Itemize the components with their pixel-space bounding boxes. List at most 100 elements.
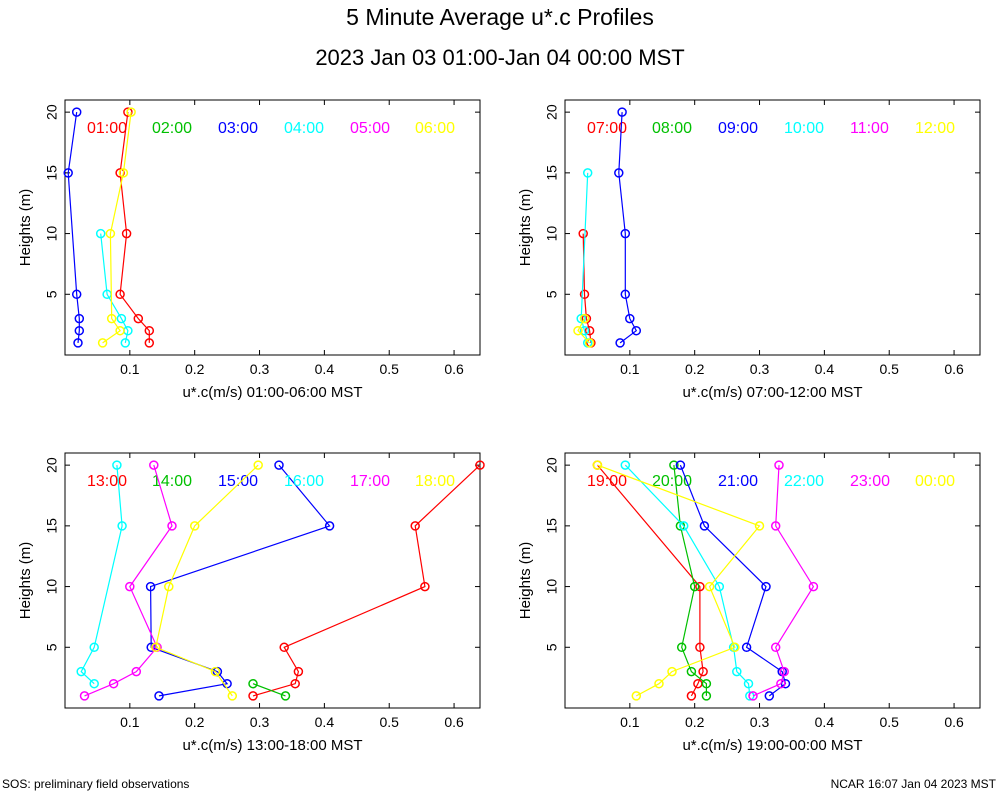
y-tick-label: 5	[544, 643, 560, 651]
y-tick-label: 5	[44, 290, 60, 298]
data-point	[654, 678, 664, 689]
plot-panel-4: 0.1 0.2 0.3 0.4 0.5 0.6 5 10 15 20 u*.c(m/s) 19:00…	[517, 452, 981, 754]
data-point	[410, 521, 420, 531]
plot-panel-3: 0.1 0.2 0.3 0.4 0.5 0.6 5 10 15 20 u*.c(m/s) 13:00…	[17, 452, 485, 754]
legend-entry-06:00: 06:00	[415, 120, 455, 137]
data-point	[761, 581, 771, 592]
x-tick-label: 0.6	[444, 361, 464, 377]
data-point	[667, 666, 677, 677]
y-tick-label: 10	[544, 579, 560, 595]
legend-entry-20:00: 20:00	[652, 473, 692, 490]
x-tick-label: 0.5	[879, 361, 899, 377]
data-point	[701, 678, 712, 689]
series-line-06:00	[102, 112, 132, 344]
data-point	[73, 338, 83, 348]
y-tick-label: 10	[544, 226, 560, 242]
x-tick-label: 0.5	[379, 361, 399, 377]
data-point	[615, 338, 625, 348]
legend-entry-09:00: 09:00	[718, 120, 758, 137]
legend-entry-03:00: 03:00	[218, 120, 258, 137]
x-axis-label: u*.c(m/s) 13:00-18:00 MST	[182, 737, 362, 754]
series-line-18:00	[155, 464, 259, 697]
data-point	[686, 691, 697, 701]
data-point	[280, 691, 291, 701]
data-point	[614, 168, 624, 178]
data-point	[164, 581, 174, 592]
series-line-09:00	[618, 112, 638, 344]
plot-panel-2: 0.1 0.2 0.3 0.4 0.5 0.6 5 10 15 20 u*.c(m/s) 07:00…	[517, 99, 981, 401]
data-point	[764, 691, 775, 701]
data-point	[774, 460, 784, 470]
x-tick-label: 0.6	[944, 714, 964, 730]
data-point	[620, 228, 631, 239]
data-point	[584, 325, 595, 336]
data-point	[770, 642, 781, 653]
y-tick-label: 15	[44, 518, 60, 534]
data-point	[293, 666, 304, 677]
data-point	[631, 325, 642, 336]
x-tick-label: 0.6	[444, 714, 464, 730]
x-tick-label: 0.1	[120, 361, 140, 377]
legend-entry-12:00: 12:00	[915, 120, 955, 137]
data-point	[144, 338, 155, 348]
data-point	[89, 642, 99, 653]
data-point	[579, 313, 590, 324]
data-point	[475, 460, 485, 470]
series-line-15:00	[149, 464, 331, 697]
data-point	[808, 581, 819, 592]
series-line-14:00	[252, 683, 286, 697]
legend-entry-11:00: 11:00	[850, 120, 889, 137]
data-point	[145, 581, 156, 592]
y-tick-label: 5	[44, 643, 60, 651]
data-point	[123, 107, 133, 117]
data-point	[669, 460, 679, 470]
x-tick-label: 0.2	[685, 714, 705, 730]
data-point	[617, 107, 627, 117]
y-axis-label: Heights (m)	[517, 189, 534, 267]
data-point	[631, 691, 642, 701]
data-point	[154, 691, 164, 701]
data-point	[253, 460, 263, 470]
x-tick-label: 0.2	[185, 361, 205, 377]
data-point	[698, 666, 708, 677]
y-axis-label: Heights (m)	[517, 542, 534, 620]
data-point	[248, 691, 258, 701]
legend-entry-10:00: 10:00	[784, 120, 824, 137]
legend-entry-16:00: 16:00	[284, 473, 324, 490]
data-point	[79, 691, 90, 701]
plot-frame	[64, 452, 481, 709]
data-point	[151, 642, 161, 653]
data-point	[689, 581, 700, 592]
x-tick-label: 0.1	[620, 361, 640, 377]
legend-entry-08:00: 08:00	[652, 120, 692, 137]
data-point	[578, 228, 588, 239]
y-tick-label: 20	[544, 457, 560, 473]
data-point	[126, 107, 136, 117]
y-tick-label: 15	[44, 165, 60, 181]
legend-entry-13:00: 13:00	[87, 473, 127, 490]
y-axis-label: Heights (m)	[17, 189, 34, 267]
x-tick-label: 0.3	[250, 714, 270, 730]
legend-entry-01:00: 01:00	[87, 120, 127, 137]
y-tick-label: 5	[544, 290, 560, 298]
series-line-19:00	[596, 464, 704, 697]
legend-entry-17:00: 17:00	[350, 473, 390, 490]
data-point	[675, 460, 686, 470]
data-point	[290, 678, 300, 689]
data-point	[579, 289, 590, 300]
legend-entry-00:00: 00:00	[915, 473, 955, 490]
data-point	[105, 228, 116, 239]
legend-entry-22:00: 22:00	[784, 473, 824, 490]
series-line-17:00	[84, 464, 173, 697]
data-point	[125, 581, 135, 592]
data-point	[274, 460, 284, 470]
data-point	[97, 338, 108, 348]
legend-entry-02:00: 02:00	[152, 120, 192, 137]
data-point	[620, 289, 631, 300]
chart-title: 5 Minute Average u*.c Profiles	[346, 4, 654, 30]
data-point	[118, 168, 129, 178]
data-point	[120, 338, 131, 348]
data-point	[754, 521, 765, 531]
x-tick-label: 0.5	[879, 714, 899, 730]
